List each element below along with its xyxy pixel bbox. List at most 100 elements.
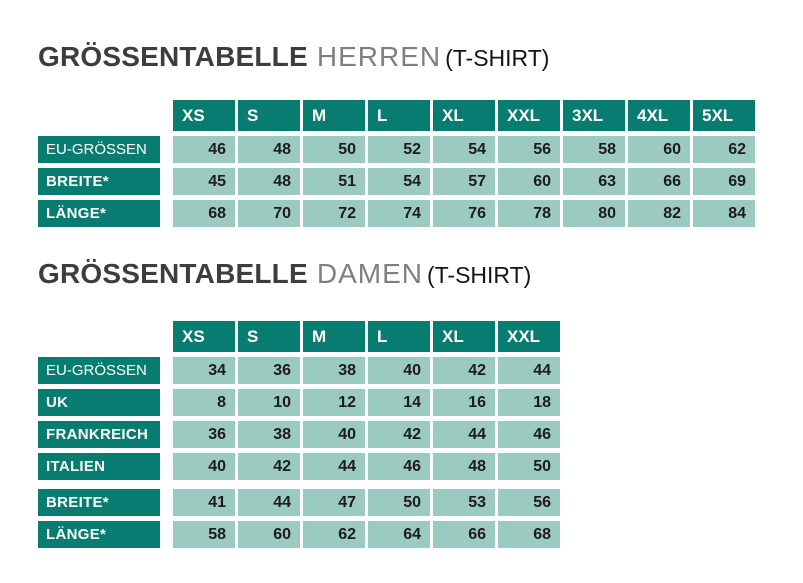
title-main: GRÖSSENTABELLE <box>38 41 308 72</box>
size-cell: 38 <box>303 357 365 384</box>
size-cell: 48 <box>238 168 300 195</box>
header-spacer <box>38 100 160 131</box>
table-row: EU-GRÖSSEN 34 36 38 40 42 44 <box>38 357 803 384</box>
size-cell: 48 <box>433 453 495 480</box>
size-cell: 53 <box>433 489 495 516</box>
size-cell: 62 <box>303 521 365 548</box>
size-cell: 68 <box>498 521 560 548</box>
table-row: FRANKREICH 36 38 40 42 44 46 <box>38 421 803 448</box>
size-cell: 60 <box>628 136 690 163</box>
size-cell: 66 <box>628 168 690 195</box>
column-header-l: L <box>368 100 430 131</box>
table-row: ITALIEN 40 42 44 46 48 50 <box>38 453 803 480</box>
size-cell: 8 <box>173 389 235 416</box>
size-cell: 47 <box>303 489 365 516</box>
table-row: LÄNGE* 58 60 62 64 66 68 <box>38 521 803 548</box>
size-cell: 40 <box>303 421 365 448</box>
size-cell: 44 <box>498 357 560 384</box>
size-cell: 50 <box>368 489 430 516</box>
column-header-xs: XS <box>173 321 235 352</box>
herren-table-title: GRÖSSENTABELLE HERREN (T-SHIRT) <box>38 40 803 76</box>
size-cell: 41 <box>173 489 235 516</box>
size-cell: 66 <box>433 521 495 548</box>
size-cell: 69 <box>693 168 755 195</box>
size-cell: 40 <box>173 453 235 480</box>
column-header-s: S <box>238 100 300 131</box>
header-spacer <box>38 321 160 352</box>
size-cell: 42 <box>238 453 300 480</box>
size-cell: 52 <box>368 136 430 163</box>
column-header-xl: XL <box>433 321 495 352</box>
size-cell: 68 <box>173 200 235 227</box>
size-cell: 44 <box>238 489 300 516</box>
size-cell: 76 <box>433 200 495 227</box>
row-label: FRANKREICH <box>38 421 160 448</box>
size-cell: 18 <box>498 389 560 416</box>
size-cell: 74 <box>368 200 430 227</box>
row-label: LÄNGE* <box>38 521 160 548</box>
column-header-s: S <box>238 321 300 352</box>
size-cell: 80 <box>563 200 625 227</box>
column-header-xl: XL <box>433 100 495 131</box>
column-header-l: L <box>368 321 430 352</box>
herren-size-table: XS S M L XL XXL 3XL 4XL 5XL EU-GRÖSSEN 46 48 50 52 54 5… <box>38 100 803 227</box>
title-product: (T-SHIRT) <box>445 45 550 71</box>
row-label: LÄNGE* <box>38 200 160 227</box>
size-cell: 45 <box>173 168 235 195</box>
column-header-5xl: 5XL <box>693 100 755 131</box>
size-cell: 63 <box>563 168 625 195</box>
size-cell: 82 <box>628 200 690 227</box>
title-category: DAMEN <box>316 258 423 289</box>
size-cell: 56 <box>498 489 560 516</box>
table-row: BREITE* 41 44 47 50 53 56 <box>38 489 803 516</box>
size-cell: 72 <box>303 200 365 227</box>
size-cell: 54 <box>368 168 430 195</box>
size-cell: 44 <box>303 453 365 480</box>
size-cell: 58 <box>173 521 235 548</box>
size-cell: 57 <box>433 168 495 195</box>
title-category: HERREN <box>316 41 442 72</box>
size-cell: 10 <box>238 389 300 416</box>
header-row: XS S M L XL XXL <box>38 321 803 352</box>
size-cell: 62 <box>693 136 755 163</box>
size-cell: 44 <box>433 421 495 448</box>
size-cell: 46 <box>173 136 235 163</box>
damen-size-table: XS S M L XL XXL EU-GRÖSSEN 34 36 38 40 42 44 UK 8 10 12 1… <box>38 321 803 548</box>
table-row: UK 8 10 12 14 16 18 <box>38 389 803 416</box>
title-product: (T-SHIRT) <box>426 262 532 288</box>
size-cell: 50 <box>498 453 560 480</box>
size-cell: 84 <box>693 200 755 227</box>
size-cell: 40 <box>368 357 430 384</box>
column-header-xxl: XXL <box>498 321 560 352</box>
damen-table-title: GRÖSSENTABELLE DAMEN (T-SHIRT) <box>38 257 803 293</box>
size-cell: 46 <box>498 421 560 448</box>
size-cell: 58 <box>563 136 625 163</box>
size-cell: 16 <box>433 389 495 416</box>
size-cell: 78 <box>498 200 560 227</box>
row-label: UK <box>38 389 160 416</box>
size-cell: 46 <box>368 453 430 480</box>
size-cell: 14 <box>368 389 430 416</box>
size-cell: 36 <box>238 357 300 384</box>
column-header-3xl: 3XL <box>563 100 625 131</box>
size-cell: 36 <box>173 421 235 448</box>
row-label: BREITE* <box>38 489 160 516</box>
size-cell: 56 <box>498 136 560 163</box>
column-header-m: M <box>303 100 365 131</box>
row-label: BREITE* <box>38 168 160 195</box>
size-cell: 34 <box>173 357 235 384</box>
table-row: BREITE* 45 48 51 54 57 60 63 66 69 <box>38 168 803 195</box>
column-header-4xl: 4XL <box>628 100 690 131</box>
size-cell: 38 <box>238 421 300 448</box>
title-main: GRÖSSENTABELLE <box>38 258 308 289</box>
size-cell: 51 <box>303 168 365 195</box>
size-cell: 60 <box>498 168 560 195</box>
size-cell: 70 <box>238 200 300 227</box>
size-cell: 60 <box>238 521 300 548</box>
row-label: ITALIEN <box>38 453 160 480</box>
header-row: XS S M L XL XXL 3XL 4XL 5XL <box>38 100 803 131</box>
size-cell: 42 <box>433 357 495 384</box>
column-header-xs: XS <box>173 100 235 131</box>
column-header-m: M <box>303 321 365 352</box>
